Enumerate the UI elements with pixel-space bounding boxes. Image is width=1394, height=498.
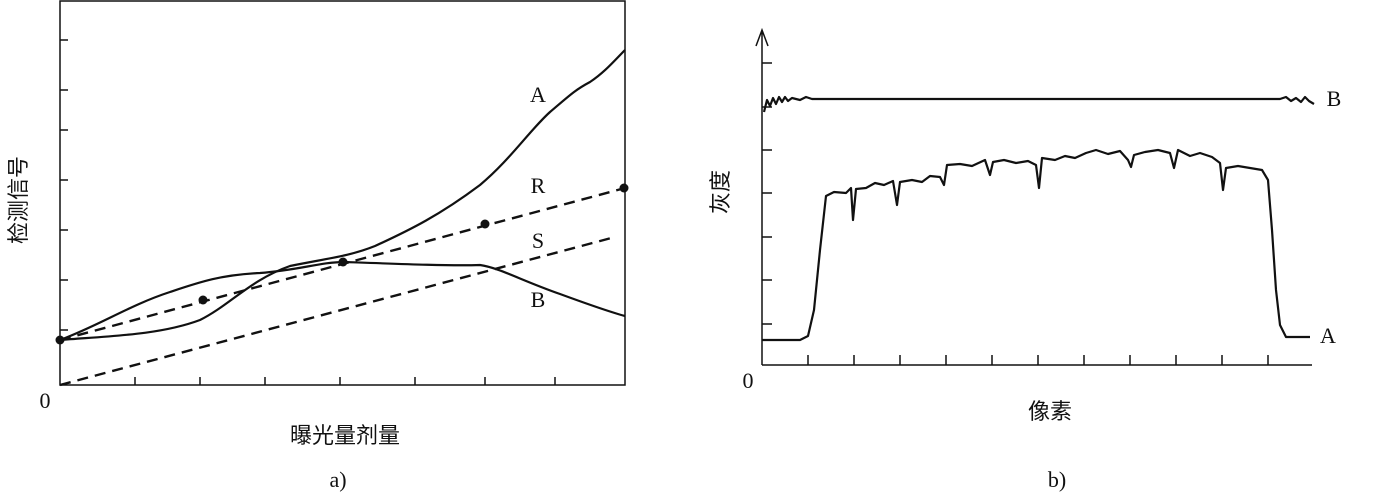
y-axis-label: 灰度 — [709, 170, 734, 214]
curve-label: S — [532, 228, 544, 253]
caption: b) — [1048, 467, 1066, 492]
curve-label: B — [1327, 86, 1342, 111]
curve-label: R — [531, 173, 546, 198]
x-axis-label: 像素 — [1028, 400, 1072, 425]
curve-label: A — [1320, 323, 1336, 348]
points — [55, 183, 629, 345]
panel-b: B A 0 灰度 像素 b) — [709, 27, 1342, 492]
panel-a: A R S B 0 检测信号 曝光量剂量 a) — [7, 0, 629, 492]
curve-s — [59, 235, 616, 387]
curve-label: B — [531, 287, 546, 312]
curve-a — [762, 148, 1310, 342]
origin-label: 0 — [40, 388, 51, 413]
origin-label: 0 — [743, 368, 754, 393]
y-axis-label: 检测信号 — [7, 156, 32, 244]
x-axis-label: 曝光量剂量 — [290, 424, 400, 449]
frame — [59, 0, 626, 386]
ticks — [60, 39, 556, 385]
caption: a) — [329, 467, 346, 492]
curve-label: A — [530, 82, 546, 107]
curve-b — [762, 95, 1315, 113]
axes — [755, 27, 1312, 366]
curve-a — [59, 49, 626, 342]
ticks — [762, 62, 1269, 365]
